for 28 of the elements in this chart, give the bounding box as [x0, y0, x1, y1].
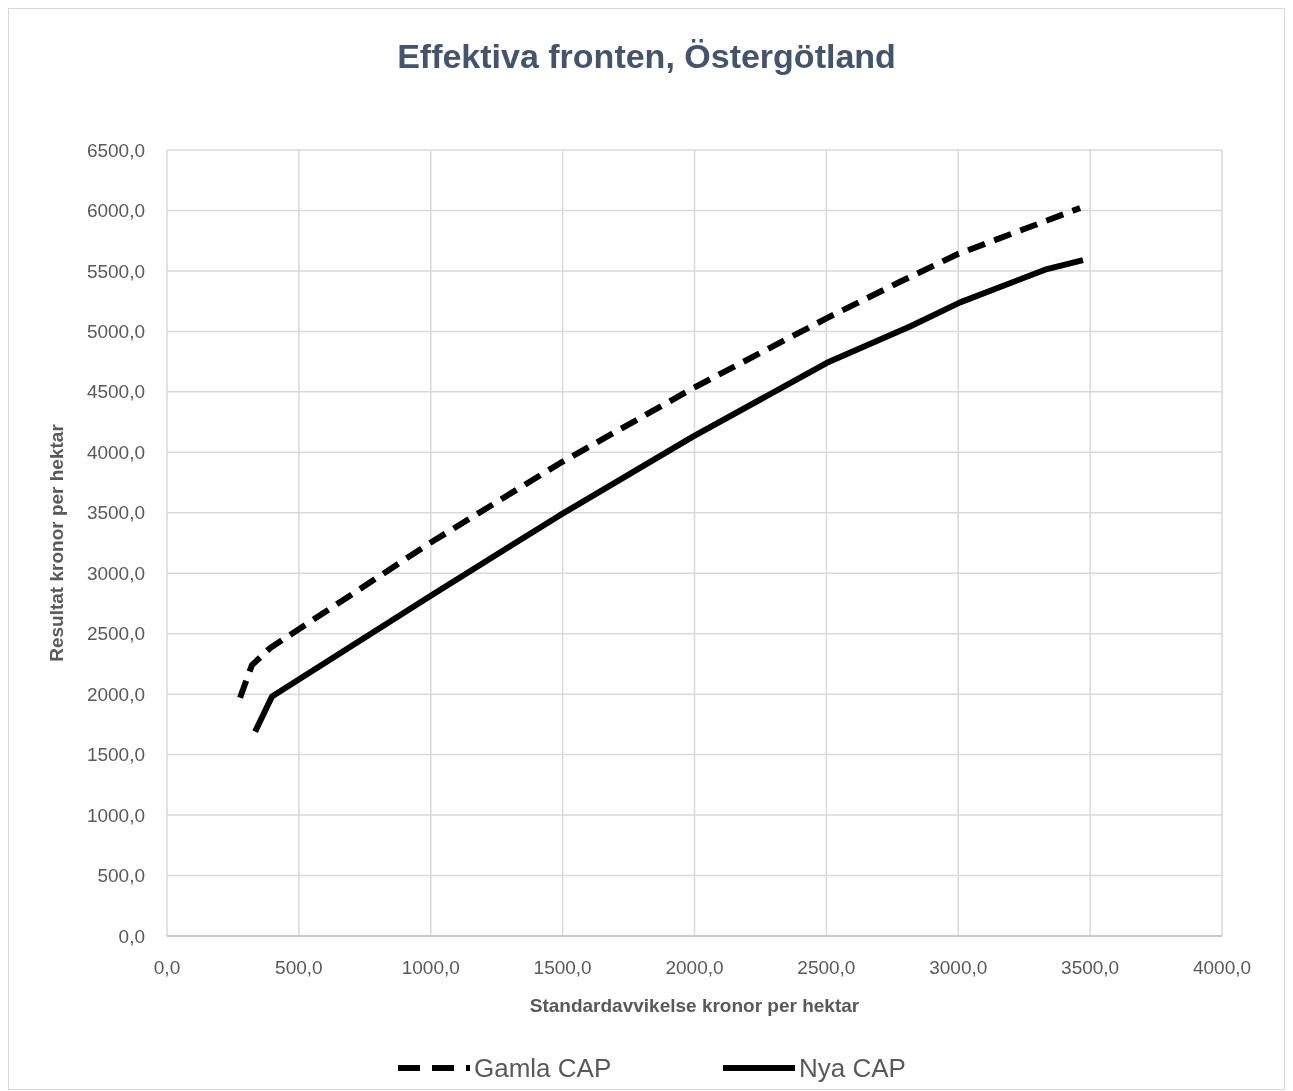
legend-label: Nya CAP [799, 1053, 906, 1084]
y-tick-label: 2000,0 [86, 683, 145, 705]
x-tick-label: 4000,0 [1192, 957, 1252, 978]
y-axis-title: Resultat kronor per hektar [46, 423, 67, 662]
x-tick-label: 2000,0 [665, 957, 724, 978]
x-tick-label: 1000,0 [401, 957, 460, 978]
y-tick-label: 1500,0 [86, 744, 145, 766]
y-tick-label: 2500,0 [86, 623, 145, 645]
chart-title: Effektiva fronten, Östergötland [397, 37, 896, 75]
y-tick-label: 6500,0 [86, 139, 145, 161]
y-tick-label: 5000,0 [86, 321, 145, 343]
x-tick-label: 3000,0 [929, 957, 988, 978]
y-tick-label: 6000,0 [86, 200, 145, 222]
x-tick-label: 1500,0 [533, 957, 592, 978]
y-tick-label: 3500,0 [86, 502, 145, 524]
x-tick-label: 0,0 [153, 957, 181, 978]
y-tick-label: 4500,0 [86, 381, 145, 403]
x-tick-label: 3500,0 [1061, 957, 1120, 978]
y-tick-label: 4000,0 [86, 441, 145, 463]
y-tick-label: 3000,0 [86, 562, 145, 584]
y-tick-label: 5500,0 [86, 260, 145, 282]
y-tick-label: 500,0 [97, 865, 145, 887]
x-tick-label: 2500,0 [797, 957, 856, 978]
x-tick-label: 500,0 [275, 957, 323, 978]
y-tick-label: 0,0 [118, 925, 145, 947]
y-tick-label: 1000,0 [86, 804, 145, 826]
x-axis-title: Standardavvikelse kronor per hektar [529, 995, 860, 1016]
legend-label: Gamla CAP [474, 1053, 612, 1084]
